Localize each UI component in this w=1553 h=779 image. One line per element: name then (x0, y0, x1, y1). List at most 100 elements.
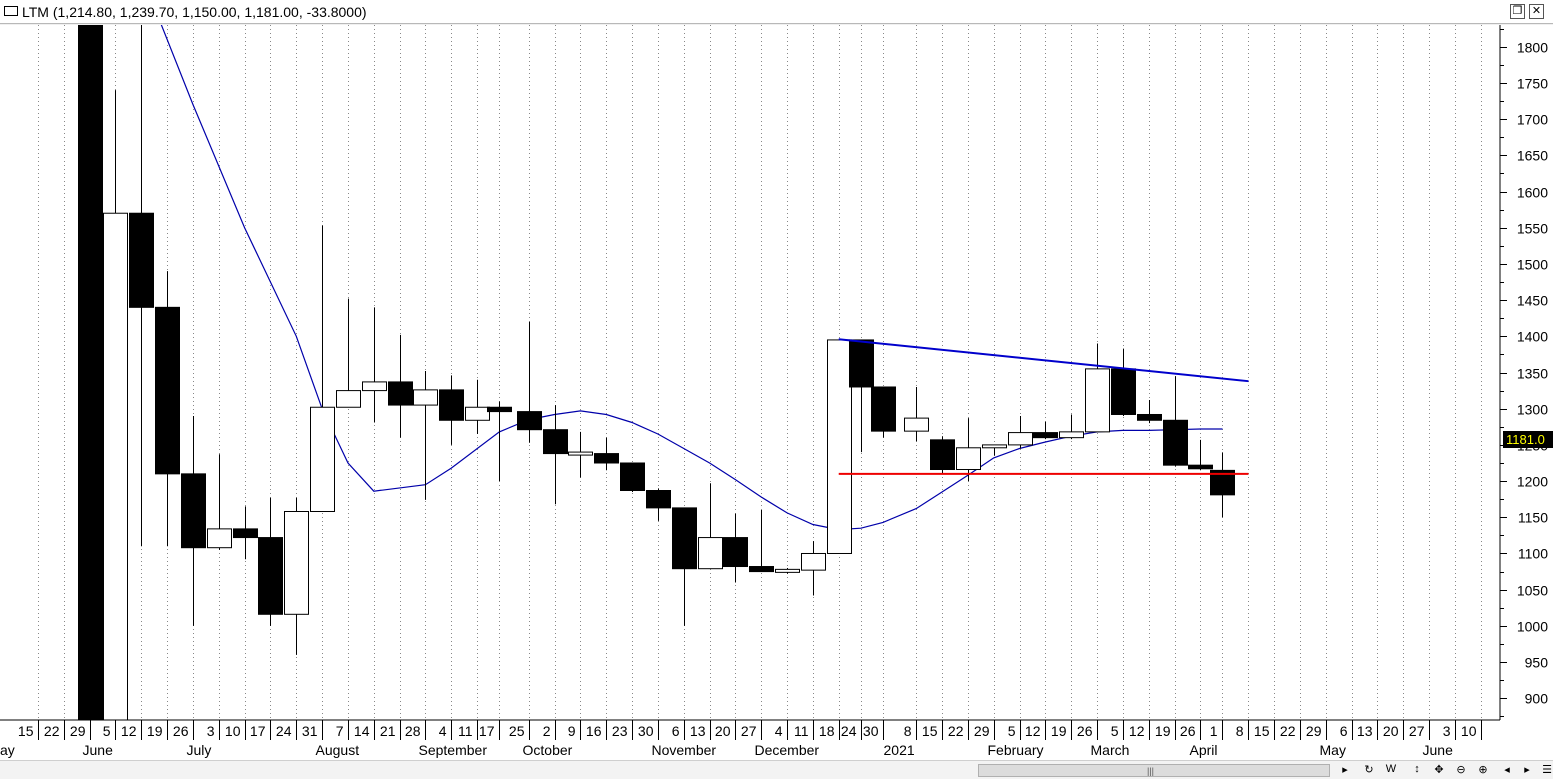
move-icon[interactable]: ✥ (1434, 764, 1444, 776)
candle-body-down (1111, 368, 1136, 415)
candle (233, 506, 258, 560)
x-tick-label: 31 (302, 723, 318, 739)
month-label: August (316, 742, 360, 758)
x-tick-label: 22 (44, 723, 60, 739)
x-tick-label: 3 (207, 723, 215, 739)
x-tick-label: 20 (1383, 723, 1399, 739)
candle-body-down (181, 473, 206, 549)
candle (1137, 400, 1162, 424)
candle (129, 25, 154, 547)
candle (310, 225, 335, 512)
x-tick-label: 12 (1129, 723, 1145, 739)
plot-area (0, 25, 1500, 720)
candle-body-down (672, 507, 697, 570)
candle-body-down (155, 306, 180, 475)
candle (517, 321, 542, 443)
resistance-trendline[interactable] (838, 338, 1249, 383)
candle-body-up (310, 406, 335, 512)
x-tick-label: 13 (1357, 723, 1373, 739)
candle (78, 25, 103, 720)
candle (827, 339, 852, 554)
candle-body-up (413, 389, 438, 406)
refresh-icon[interactable]: ↻ (1364, 764, 1374, 776)
candle (1085, 343, 1110, 433)
candle-body-up (775, 568, 800, 573)
candle (594, 437, 619, 471)
candle (930, 436, 955, 474)
month-label: June (1423, 742, 1454, 758)
candle (388, 334, 413, 438)
zoom-out-icon[interactable]: ⊖ (1456, 764, 1466, 776)
candle-body-up (827, 339, 852, 554)
chart-window-icon (4, 6, 18, 16)
scroll-left-icon[interactable]: ◂ (1504, 764, 1510, 776)
x-tick-label: 26 (1077, 723, 1093, 739)
month-label: December (755, 742, 820, 758)
candle-body-down (258, 537, 283, 615)
x-tick-label: 8 (1236, 723, 1244, 739)
zoom-in-icon[interactable]: ⊕ (1478, 764, 1488, 776)
candle-body-up (982, 444, 1007, 449)
x-tick-label: 15 (18, 723, 34, 739)
candle (1163, 376, 1188, 467)
candle-body-down (849, 339, 874, 388)
x-tick-label: 16 (586, 723, 602, 739)
candle (181, 415, 206, 626)
candle-body-down (620, 462, 645, 492)
candle (207, 454, 232, 550)
y-tick-label: 1000 (1517, 619, 1548, 635)
candle (698, 483, 723, 570)
candle-body-down (1163, 419, 1188, 466)
scroll-right-icon[interactable]: ▸ (1342, 764, 1348, 776)
x-tick-label: 30 (638, 723, 654, 739)
candlestick-chart[interactable]: 9009501000105011001150120012501300135014… (0, 0, 1553, 760)
candle (362, 307, 387, 423)
close-window-icon[interactable]: ✕ (1529, 4, 1544, 19)
candle-body-down (723, 537, 748, 568)
x-tick-label: 29 (70, 723, 86, 739)
status-bar: ||| ▸ ↻ W ↕ ✥ ⊖ ⊕ ◂ ▸ ☰ (0, 760, 1553, 779)
x-tick-label: 15 (1254, 723, 1270, 739)
candle-body-up (801, 552, 826, 571)
y-tick-label: 1450 (1517, 293, 1548, 309)
candle (1059, 414, 1084, 440)
x-tick-label: 26 (1180, 723, 1196, 739)
y-tick-label: 1350 (1517, 366, 1548, 382)
horizontal-scrollbar[interactable]: ||| (978, 764, 1330, 777)
chart-title-bar: LTM (1,214.80, 1,239.70, 1,150.00, 1,181… (0, 0, 1553, 24)
candle (849, 339, 874, 453)
candle (620, 462, 645, 492)
x-tick-label: 20 (715, 723, 731, 739)
x-tick-label: 24 (276, 723, 292, 739)
candle (465, 379, 490, 435)
vertical-resize-icon[interactable]: ↕ (1414, 763, 1420, 775)
scroll-right-end-icon[interactable]: ▸ (1524, 764, 1530, 776)
x-tick-label: 12 (121, 723, 137, 739)
candle (543, 405, 568, 505)
candle (284, 497, 309, 655)
restore-window-icon[interactable]: ❐ (1510, 4, 1525, 19)
candle (568, 431, 593, 478)
y-tick-label: 1650 (1517, 148, 1548, 164)
price-axis (1500, 25, 1553, 720)
candle-body-up (465, 406, 490, 421)
x-tick-label: 23 (612, 723, 628, 739)
candle-body-down (646, 490, 671, 509)
y-tick-label: 950 (1525, 655, 1549, 671)
candle (801, 541, 826, 596)
x-tick-label: 29 (1306, 723, 1322, 739)
scroll-grip[interactable]: ||| (1147, 766, 1155, 776)
menu-icon[interactable]: ☰ (1542, 764, 1552, 776)
candle-body-down (439, 389, 464, 421)
x-tick-label: 5 (103, 723, 111, 739)
last-price-label: 1181.0 (1503, 431, 1553, 448)
y-tick-label: 1100 (1518, 546, 1548, 562)
candle-body-down (129, 212, 154, 308)
x-tick-label: 17 (479, 723, 495, 739)
y-tick-label: 1800 (1517, 40, 1548, 56)
candle-body-down (871, 386, 896, 432)
candle-body-down (594, 453, 619, 464)
candle-body-up (698, 537, 723, 570)
x-tick-label: 29 (974, 723, 990, 739)
weekly-period-icon[interactable]: W (1385, 763, 1397, 775)
